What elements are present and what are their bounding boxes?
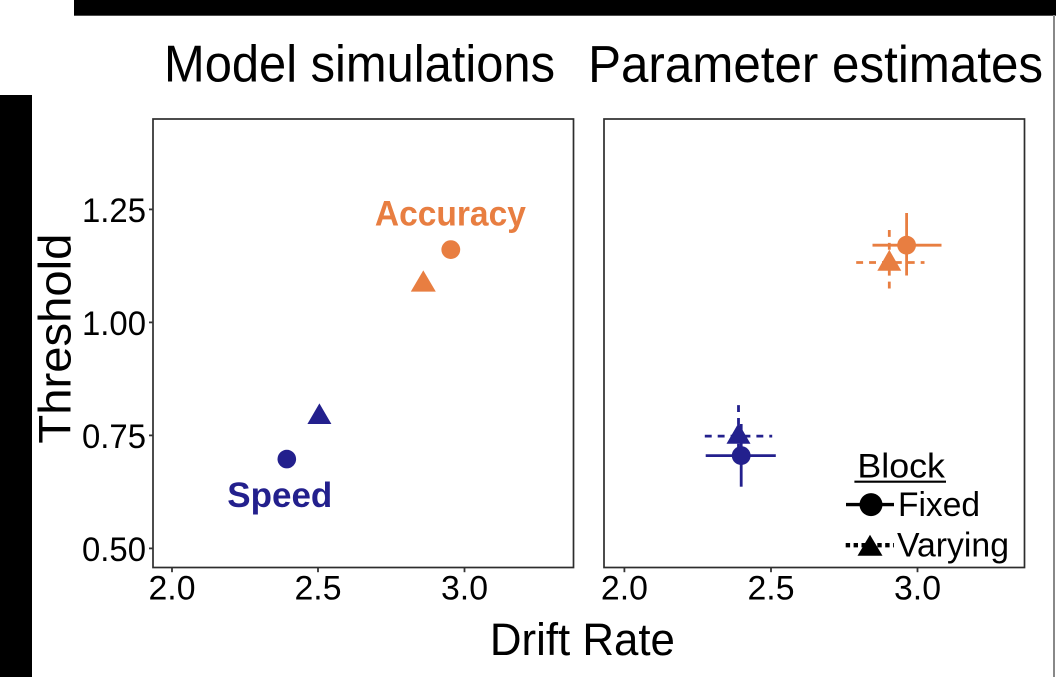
svg-text:Accuracy: Accuracy: [375, 195, 527, 234]
svg-text:Speed: Speed: [227, 476, 332, 515]
svg-text:0.50: 0.50: [82, 531, 146, 569]
svg-text:3.0: 3.0: [441, 569, 488, 607]
svg-text:0.75: 0.75: [82, 418, 146, 456]
svg-text:Threshold: Threshold: [29, 234, 80, 444]
svg-text:1.00: 1.00: [82, 305, 146, 343]
svg-text:2.0: 2.0: [601, 569, 648, 607]
svg-text:1.25: 1.25: [82, 192, 146, 230]
svg-text:Fixed: Fixed: [898, 486, 980, 524]
svg-text:2.0: 2.0: [149, 569, 196, 607]
svg-text:Varying: Varying: [897, 526, 1009, 564]
svg-text:Parameter estimates: Parameter estimates: [588, 36, 1043, 94]
svg-text:2.5: 2.5: [748, 569, 795, 607]
svg-text:Model simulations: Model simulations: [164, 36, 555, 94]
svg-text:Drift Rate: Drift Rate: [490, 614, 675, 665]
svg-text:3.0: 3.0: [894, 569, 941, 607]
svg-text:2.5: 2.5: [295, 569, 342, 607]
svg-text:Block: Block: [857, 448, 946, 486]
